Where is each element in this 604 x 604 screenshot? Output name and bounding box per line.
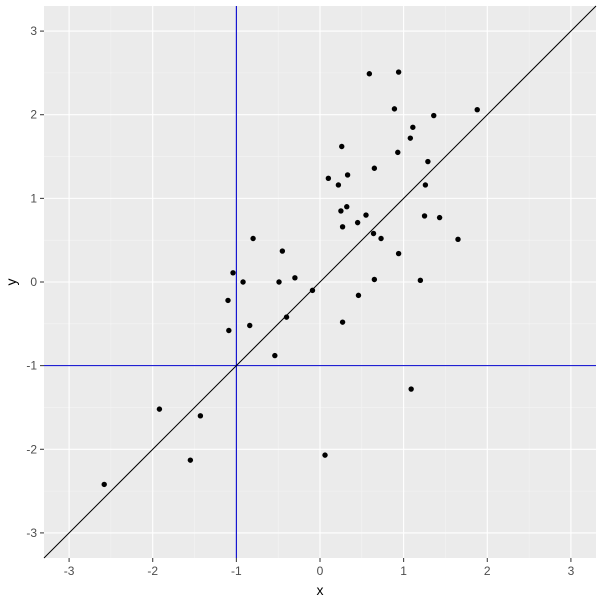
x-axis-title: x bbox=[317, 582, 324, 598]
scatter-point bbox=[283, 314, 290, 320]
scatter-point bbox=[309, 287, 316, 294]
y-tick-label: -1 bbox=[26, 359, 37, 373]
y-axis-title: y bbox=[3, 279, 19, 286]
scatter-point bbox=[355, 292, 362, 299]
scatter-point bbox=[436, 214, 443, 221]
scatter-point bbox=[339, 143, 345, 150]
reference-lines bbox=[43, 5, 597, 559]
data-points bbox=[101, 69, 480, 488]
y-tick-label: 3 bbox=[30, 24, 37, 38]
scatter-point bbox=[292, 275, 298, 281]
scatter-point bbox=[225, 297, 231, 304]
scatter-point bbox=[407, 135, 414, 141]
x-tick-label: -1 bbox=[231, 564, 242, 578]
x-tick-label: 2 bbox=[484, 564, 491, 578]
scatter-point bbox=[354, 219, 361, 226]
scatter-point bbox=[395, 69, 402, 75]
y-tick-label: 2 bbox=[30, 108, 37, 122]
scatter-point bbox=[156, 406, 163, 412]
x-tick-label: 1 bbox=[400, 564, 407, 578]
scatter-point bbox=[395, 250, 402, 257]
scatter-point bbox=[395, 149, 401, 156]
scatter-point bbox=[474, 107, 480, 113]
scatter-point bbox=[425, 158, 431, 165]
scatter-point bbox=[101, 481, 107, 488]
scatter-point bbox=[250, 235, 256, 242]
scatter-point bbox=[247, 322, 253, 329]
scatter-point bbox=[226, 327, 232, 334]
scatter-point bbox=[338, 208, 344, 214]
scatter-point bbox=[378, 235, 384, 242]
scatter-point bbox=[276, 279, 282, 285]
scatter-point bbox=[391, 106, 398, 112]
scatter-point bbox=[197, 413, 204, 419]
x-axis: -3 -2 -1 0 1 2 3 bbox=[64, 558, 575, 578]
scatter-point bbox=[366, 71, 373, 77]
scatter-point bbox=[408, 386, 414, 392]
scatter-point bbox=[370, 230, 377, 237]
x-tick-label: -2 bbox=[147, 564, 158, 578]
scatter-point bbox=[371, 276, 378, 283]
x-tick-label: 0 bbox=[317, 564, 324, 578]
scatter-point bbox=[363, 212, 369, 218]
scatter-point bbox=[279, 248, 286, 254]
y-tick-label: -2 bbox=[26, 442, 37, 456]
scatter-point bbox=[455, 236, 461, 243]
x-tick-label: 3 bbox=[568, 564, 575, 578]
scatter-point bbox=[230, 270, 236, 276]
scatter-point bbox=[422, 182, 429, 188]
scatter-point bbox=[344, 172, 351, 178]
scatter-point bbox=[272, 352, 278, 359]
scatter-point bbox=[240, 279, 246, 285]
identity-line bbox=[43, 5, 597, 559]
scatter-point bbox=[339, 319, 346, 325]
scatter-point bbox=[410, 124, 416, 130]
scatter-point bbox=[339, 224, 346, 230]
y-tick-label: 0 bbox=[30, 275, 37, 289]
y-tick-label: -3 bbox=[26, 526, 37, 540]
scatter-point bbox=[187, 457, 194, 463]
scatter-point bbox=[431, 112, 437, 119]
scatter-point bbox=[344, 204, 350, 210]
x-tick-label: -3 bbox=[64, 564, 75, 578]
scatter-point bbox=[421, 213, 428, 219]
scatter-point bbox=[371, 165, 378, 171]
scatter-point bbox=[325, 175, 332, 181]
y-tick-label: 1 bbox=[30, 191, 37, 205]
scatter-point bbox=[417, 277, 424, 284]
y-axis: -3 -2 -1 0 1 2 3 bbox=[26, 24, 44, 540]
scatter-point bbox=[335, 182, 342, 188]
scatter-point bbox=[322, 452, 328, 458]
